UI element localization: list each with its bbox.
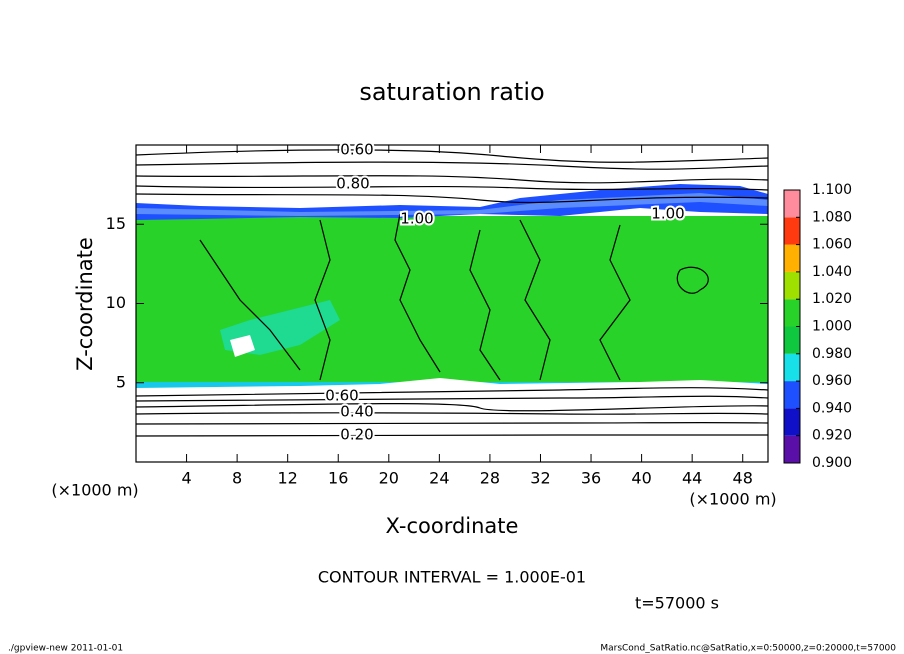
colorbar-label: 1.040 xyxy=(812,264,852,280)
y-tick-label: 15 xyxy=(106,214,126,233)
x-tick-label: 20 xyxy=(379,469,399,488)
field-white-bottom xyxy=(136,378,768,388)
y-tick-label: 5 xyxy=(116,372,126,391)
colorbar-label: 0.960 xyxy=(812,373,852,389)
x-tick-label: 16 xyxy=(328,469,348,488)
colorbar-label: 1.060 xyxy=(812,237,852,253)
x-tick-label: 4 xyxy=(181,469,191,488)
field xyxy=(135,149,769,437)
colorbar-band xyxy=(784,435,800,463)
time-label: t=57000 s xyxy=(635,594,719,613)
colorbar-band xyxy=(784,217,800,245)
contour-label: 1.00 xyxy=(651,205,684,223)
x-tick-label: 24 xyxy=(429,469,449,488)
field-green xyxy=(136,216,768,386)
colorbar-label: 0.940 xyxy=(812,400,852,416)
contour-label: 0.40 xyxy=(340,403,373,421)
contour-interval: CONTOUR INTERVAL = 1.000E-01 xyxy=(318,568,586,587)
x-tick-label: 48 xyxy=(733,469,753,488)
colorbar-label: 1.000 xyxy=(812,319,852,335)
unit-label: (×1000 m) xyxy=(51,481,138,500)
x-tick-label: 8 xyxy=(232,469,242,488)
contour-label: 0.80 xyxy=(336,175,369,193)
x-tick-label: 36 xyxy=(581,469,601,488)
colorbar-label: 0.980 xyxy=(812,346,852,362)
colorbar-label: 1.020 xyxy=(812,291,852,307)
x-axis-label: X-coordinate xyxy=(386,514,519,538)
colorbar-band xyxy=(784,244,800,272)
chart-title: saturation ratio xyxy=(359,78,544,106)
contour-label: 0.60 xyxy=(325,387,358,405)
colorbar-label: 1.100 xyxy=(812,182,852,198)
x-tick-label: 28 xyxy=(480,469,500,488)
contour-lines xyxy=(135,149,769,437)
contour-label: 0.60 xyxy=(340,141,373,159)
colorbar-band xyxy=(784,353,800,382)
colorbar-band xyxy=(784,271,800,300)
colorbar-label: 0.900 xyxy=(812,455,852,471)
colorbar-band xyxy=(784,381,800,409)
colorbar-label: 0.920 xyxy=(812,428,852,444)
x-tick-label: 12 xyxy=(278,469,298,488)
footer-right: MarsCond_SatRatio.nc@SatRatio,x=0:50000,… xyxy=(600,644,896,654)
field-blue xyxy=(136,184,768,220)
x-tick-label: 32 xyxy=(530,469,550,488)
colorbar-label: 1.080 xyxy=(812,209,852,225)
y-tick-label: 10 xyxy=(106,293,126,312)
unit-label: (×1000 m) xyxy=(689,490,776,509)
colorbar-band xyxy=(784,326,800,354)
x-tick-label: 40 xyxy=(631,469,651,488)
contour-label: 1.00 xyxy=(400,210,433,228)
colorbar-band xyxy=(784,299,800,327)
field-lightblue xyxy=(136,193,768,216)
contour-label: 0.20 xyxy=(340,426,373,444)
colorbar-band xyxy=(784,190,800,218)
field-white-patch xyxy=(230,335,255,357)
x-tick-label: 44 xyxy=(682,469,702,488)
footer-left: ./gpview-new 2011-01-01 xyxy=(8,644,123,654)
colorbar-band xyxy=(784,408,800,436)
y-axis-label: Z-coordinate xyxy=(73,237,97,371)
